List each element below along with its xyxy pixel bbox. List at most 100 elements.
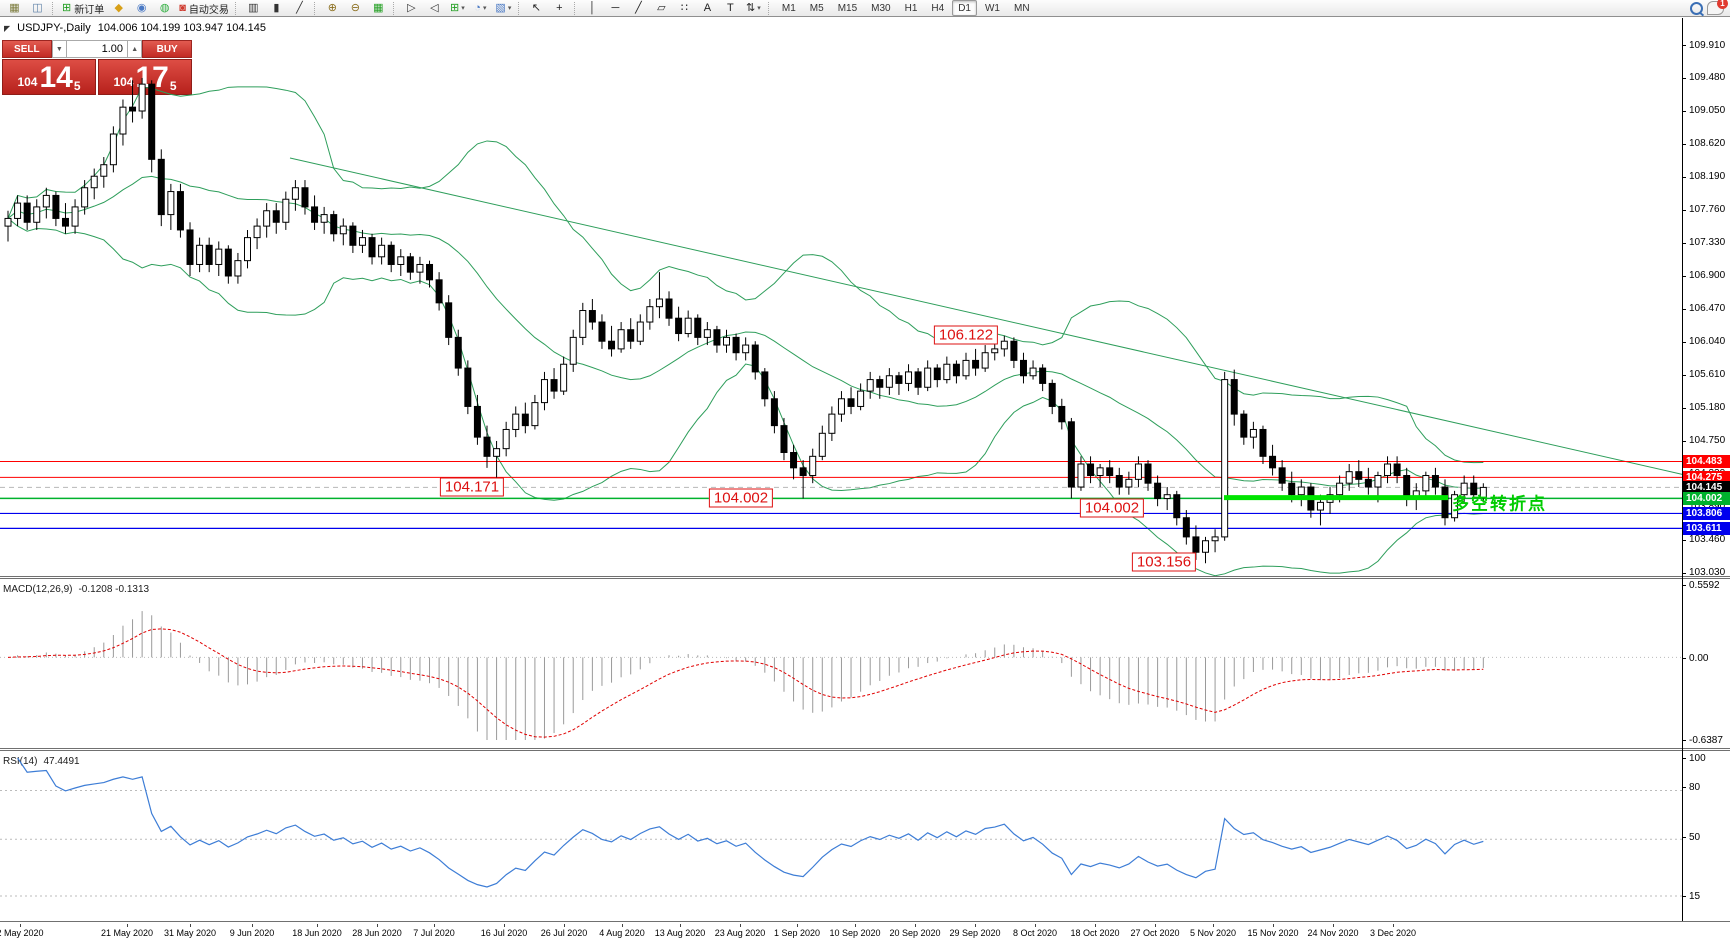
date-axis-tick	[1035, 924, 1036, 927]
timeframe-w1[interactable]: W1	[984, 2, 1000, 14]
turning-point-label[interactable]: 多空转折点	[1452, 494, 1547, 514]
date-axis-label: 27 Oct 2020	[1130, 928, 1180, 938]
crosshair-icon: +	[556, 1, 563, 14]
price-axis-tick	[1682, 308, 1686, 310]
date-axis-label: 18 Oct 2020	[1070, 928, 1120, 938]
line-chart-button[interactable]: ╱	[288, 0, 311, 17]
date-axis-tick	[252, 924, 253, 927]
new-order-button[interactable]: ⊞ 新订单	[59, 0, 107, 17]
horizontal-line-button[interactable]: ─	[604, 0, 627, 17]
sell-button[interactable]: SELL	[2, 40, 52, 58]
price-annotation[interactable]: 106.122	[933, 325, 999, 345]
date-axis-label: 13 Aug 2020	[654, 928, 706, 938]
equidistant-channel-button[interactable]: ▱	[650, 0, 673, 17]
pane-separator[interactable]	[0, 748, 1730, 751]
timeframe-d1[interactable]: D1	[952, 0, 977, 16]
price-annotation[interactable]: 104.002	[1079, 498, 1145, 518]
timeframe-h1[interactable]: H1	[904, 2, 918, 14]
fibonacci-button[interactable]: ∷	[673, 0, 696, 17]
price-axis-tick	[1682, 242, 1686, 244]
timeframe-m30[interactable]: M30	[871, 2, 891, 14]
new-chart-button[interactable]: ▦	[3, 0, 26, 17]
auto-scroll-button[interactable]: ▷	[400, 0, 423, 17]
volume-input[interactable]	[67, 40, 127, 58]
price-axis-label: 103.030	[1689, 567, 1726, 579]
text-button[interactable]: A	[696, 0, 719, 17]
auto-trading-button[interactable]: ◙ 自动交易	[176, 0, 232, 17]
tile-windows-button[interactable]: ▦	[367, 0, 390, 17]
history-center-button[interactable]: ◆	[107, 0, 130, 17]
price-annotation[interactable]: 103.156	[1131, 552, 1197, 572]
date-axis-tick	[377, 924, 378, 927]
timeframe-m5[interactable]: M5	[809, 2, 824, 14]
date-axis-label: 23 Aug 2020	[714, 928, 766, 938]
price-axis-label: 107.330	[1689, 237, 1726, 249]
rsi-axis-tick	[1682, 758, 1686, 759]
price-axis-tick	[1682, 374, 1686, 376]
search-icon[interactable]	[1690, 1, 1703, 15]
date-axis-tick	[915, 924, 916, 927]
template-button[interactable]: ▧ ▾	[492, 0, 515, 17]
crosshair-button[interactable]: +	[548, 0, 571, 17]
rsi-axis-label: 100	[1689, 752, 1706, 764]
volume-decrement-button[interactable]: ▼	[51, 40, 67, 58]
sell-price-point: 5	[73, 79, 81, 93]
timeframe-h4[interactable]: H4	[931, 2, 945, 14]
cursor-button[interactable]: ↖	[525, 0, 548, 17]
price-axis-tick	[1682, 407, 1686, 409]
timeframe-mn[interactable]: MN	[1013, 2, 1030, 14]
chart-shift-button[interactable]: ◁	[423, 0, 446, 17]
zoom-in-button[interactable]: ⊕	[321, 0, 344, 17]
price-annotation[interactable]: 104.171	[439, 477, 505, 497]
notification-badge: 1	[1717, 0, 1728, 9]
buy-button[interactable]: BUY	[142, 40, 192, 58]
date-axis-tick	[564, 924, 565, 927]
candlestick-chart-button[interactable]: ▮	[265, 0, 288, 17]
price-axis-tick	[1682, 341, 1686, 343]
tile-windows-icon: ▦	[373, 1, 384, 14]
price-axis-tick	[1682, 572, 1686, 574]
price-tag: 104.002	[1683, 491, 1730, 505]
zoom-out-button[interactable]: ⊖	[344, 0, 367, 17]
pane-separator[interactable]	[0, 921, 1730, 923]
arrows-button[interactable]: ⇅ ▾	[742, 0, 765, 17]
fibonacci-icon: ∷	[680, 1, 688, 14]
rsi-axis-label: 50	[1689, 831, 1701, 843]
chart-annotations: 104.171 104.002 106.122 104.002 103.156 多空转折点	[439, 325, 1547, 572]
date-axis-label: 29 Sep 2020	[949, 928, 1001, 938]
toolbar-right-group: 1	[1690, 0, 1728, 15]
price-axis-tick	[1682, 110, 1686, 112]
price-annotation[interactable]: 104.002	[708, 488, 774, 508]
pane-separator[interactable]	[0, 576, 1730, 579]
timeframe-m15[interactable]: M15	[837, 2, 858, 14]
timeframe-m1[interactable]: M1	[781, 2, 796, 14]
price-axis-label: 108.190	[1689, 171, 1726, 183]
date-axis-label: 18 Jun 2020	[292, 928, 342, 938]
bar-chart-button[interactable]: ▥	[242, 0, 265, 17]
chart-title: ◤ USDJPY-,Daily 104.006 104.199 103.947 …	[4, 22, 266, 34]
add-indicator-button[interactable]: ⊞ ▾	[446, 0, 469, 17]
notification-bubble[interactable]: 1	[1707, 0, 1728, 15]
trendline-button[interactable]: ╱	[627, 0, 650, 17]
price-axis-label: 108.620	[1689, 138, 1726, 150]
chart-preview-button[interactable]: ◫	[26, 0, 49, 17]
sell-price-button[interactable]: 104 14 5	[2, 59, 96, 95]
date-axis-label: 10 Sep 2020	[829, 928, 881, 938]
signals-button[interactable]: ◍	[153, 0, 176, 17]
date-axis-tick	[622, 924, 623, 927]
market-watch-button[interactable]: ◉	[130, 0, 153, 17]
period-button[interactable]: ◔ ▾	[469, 0, 492, 17]
vertical-line-button[interactable]: │	[581, 0, 604, 17]
price-axis-label: 106.470	[1689, 303, 1726, 315]
macd-axis-label: -0.6387	[1689, 734, 1723, 746]
date-axis-label: 3 Dec 2020	[1369, 928, 1417, 938]
date-axis-label: 5 Nov 2020	[1189, 928, 1237, 938]
price-axis-tick	[1682, 77, 1686, 79]
line-chart-icon: ╱	[296, 1, 303, 14]
text-label-button[interactable]: T	[719, 0, 742, 17]
date-axis-tick	[1273, 924, 1274, 927]
volume-increment-button[interactable]: ▲	[127, 40, 143, 58]
arrows-icon: ⇅	[746, 1, 756, 14]
text-icon: A	[703, 1, 712, 14]
template-icon: ▧	[495, 1, 506, 14]
